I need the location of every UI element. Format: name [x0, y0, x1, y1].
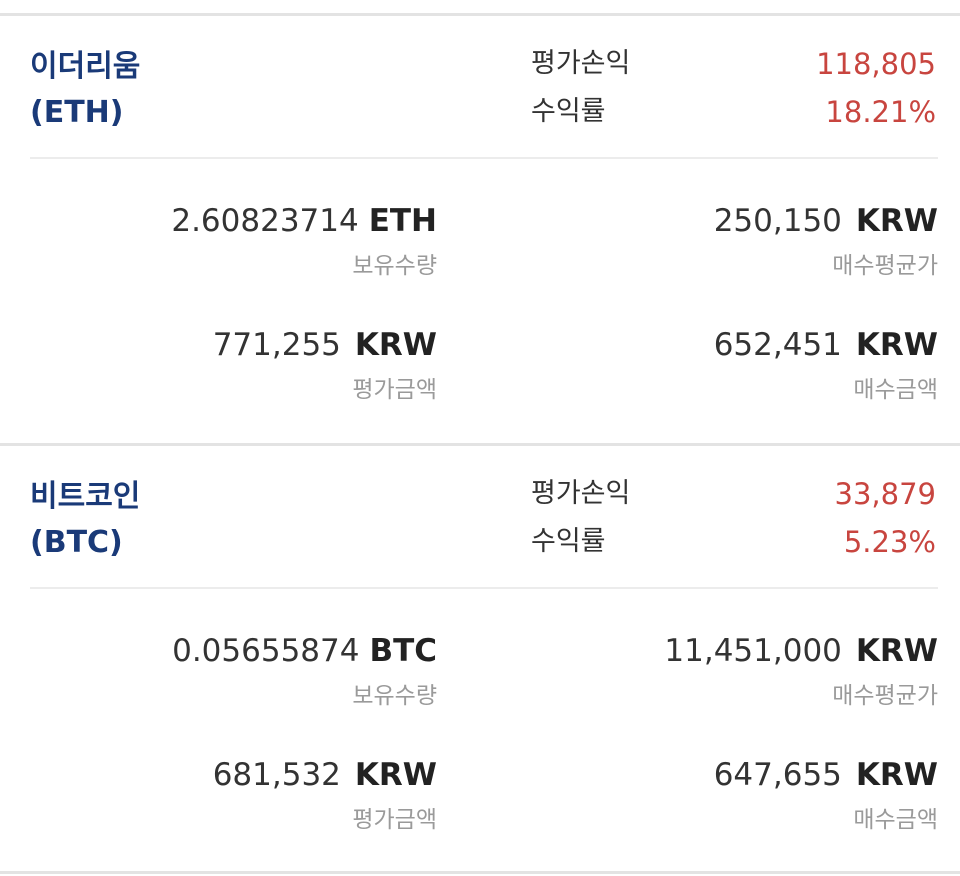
pnl-value: 118,805 [816, 47, 936, 81]
buy-amount-value: 647,655 [713, 757, 842, 793]
rate-label: 수익률 [531, 96, 606, 127]
coin-ticker: (ETH) [30, 95, 124, 130]
pnl-label: 평가손익 [531, 48, 631, 79]
eval-amount-unit: KRW [354, 757, 437, 793]
holdings-cell: 0.05655874 BTC 보유수량 [172, 629, 437, 713]
coin-card-btc[interactable]: 비트코인 (BTC) 평가손익 33,879 수익률 5.23% 0.05655… [0, 446, 960, 876]
holdings-label: 보유수량 [352, 683, 437, 709]
holdings-unit: ETH [368, 203, 437, 239]
card-divider [30, 157, 938, 159]
rate-value: 18.21% [825, 95, 936, 129]
avg-price-unit: KRW [855, 633, 938, 669]
eval-amount-unit: KRW [354, 327, 437, 363]
coin-name: 이더리움 [30, 49, 141, 84]
avg-price-label: 매수평균가 [832, 683, 938, 709]
avg-price-unit: KRW [855, 203, 938, 239]
eval-amount-label: 평가금액 [352, 807, 437, 833]
avg-price-amount: 250,150 [713, 203, 842, 239]
section-divider [0, 443, 960, 446]
rate-value: 5.23% [843, 525, 936, 559]
buy-amount-label: 매수금액 [853, 377, 938, 403]
buy-amount-label: 매수금액 [853, 807, 938, 833]
buy-amount-unit: KRW [855, 327, 938, 363]
card-divider [30, 587, 938, 589]
eval-amount-value: 681,532 [212, 757, 341, 793]
coin-name: 비트코인 [30, 479, 141, 514]
eval-amount-label: 평가금액 [352, 377, 437, 403]
buy-amount-cell: 652,451 KRW 매수금액 [714, 323, 938, 407]
bottom-divider [0, 871, 960, 874]
top-divider [0, 13, 960, 16]
coin-card-eth[interactable]: 이더리움 (ETH) 평가손익 118,805 수익률 18.21% 2.608… [0, 16, 960, 446]
pnl-value: 33,879 [834, 477, 936, 511]
eval-amount-value: 771,255 [212, 327, 341, 363]
holdings-label: 보유수량 [352, 253, 437, 279]
holdings-cell: 2.60823714 ETH 보유수량 [171, 199, 437, 283]
avg-price-cell: 250,150 KRW 매수평균가 [714, 199, 938, 283]
buy-amount-value: 652,451 [713, 327, 842, 363]
avg-price-amount: 11,451,000 [664, 633, 842, 669]
pnl-label: 평가손익 [531, 478, 631, 509]
eval-amount-cell: 771,255 KRW 평가금액 [213, 323, 437, 407]
holdings-amount: 0.05655874 [172, 633, 360, 669]
buy-amount-cell: 647,655 KRW 매수금액 [714, 753, 938, 837]
buy-amount-unit: KRW [855, 757, 938, 793]
holdings-amount: 2.60823714 [171, 203, 359, 239]
avg-price-cell: 11,451,000 KRW 매수평균가 [664, 629, 938, 713]
rate-label: 수익률 [531, 526, 606, 557]
holdings-unit: BTC [369, 633, 437, 669]
avg-price-label: 매수평균가 [832, 253, 938, 279]
eval-amount-cell: 681,532 KRW 평가금액 [213, 753, 437, 837]
coin-ticker: (BTC) [30, 525, 123, 560]
